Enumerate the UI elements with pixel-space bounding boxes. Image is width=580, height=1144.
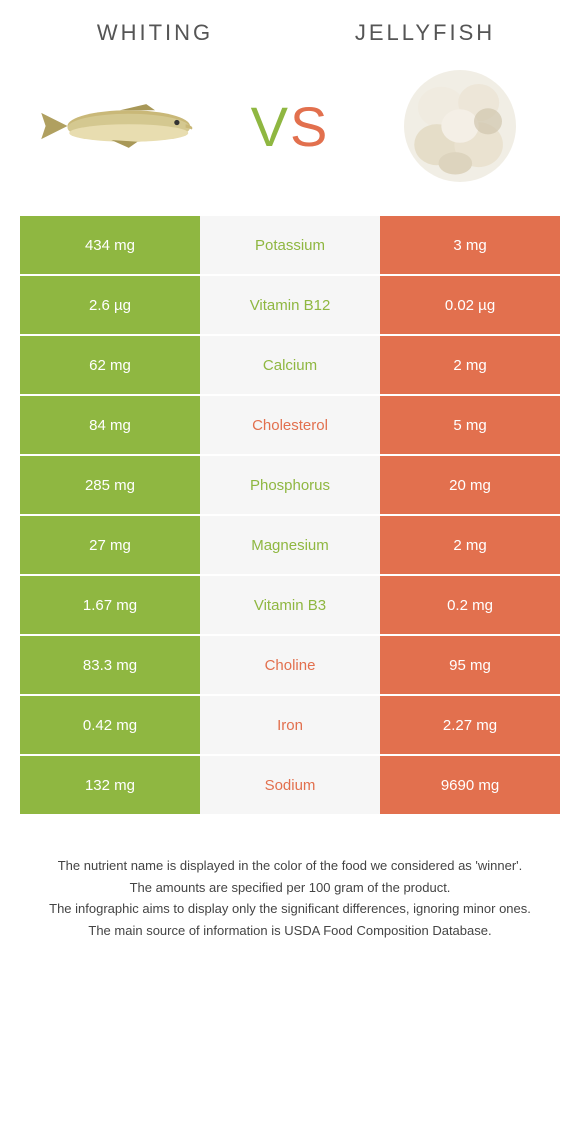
right-value-cell: 0.2 mg (380, 576, 560, 634)
footnote-line: The amounts are specified per 100 gram o… (40, 878, 540, 898)
header-titles: Whiting Jellyfish (20, 20, 560, 46)
nutrient-row: 0.42 mgIron2.27 mg (20, 696, 560, 756)
vs-s-letter: S (290, 94, 329, 159)
right-value-cell: 95 mg (380, 636, 560, 694)
jellyfish-icon (385, 56, 535, 196)
left-value-cell: 0.42 mg (20, 696, 200, 754)
footnotes: The nutrient name is displayed in the co… (20, 856, 560, 940)
left-value-cell: 2.6 µg (20, 276, 200, 334)
left-food-title: Whiting (20, 20, 290, 46)
nutrient-row: 62 mgCalcium2 mg (20, 336, 560, 396)
right-value-cell: 2 mg (380, 516, 560, 574)
nutrient-name-cell: Vitamin B3 (200, 576, 380, 634)
fish-icon (30, 91, 210, 161)
left-value-cell: 62 mg (20, 336, 200, 394)
nutrient-name-cell: Choline (200, 636, 380, 694)
right-value-cell: 9690 mg (380, 756, 560, 814)
right-value-cell: 5 mg (380, 396, 560, 454)
footnote-line: The nutrient name is displayed in the co… (40, 856, 540, 876)
nutrient-name-cell: Calcium (200, 336, 380, 394)
nutrient-name-cell: Magnesium (200, 516, 380, 574)
whiting-image (30, 66, 210, 186)
right-value-cell: 3 mg (380, 216, 560, 274)
left-value-cell: 1.67 mg (20, 576, 200, 634)
right-food-title: Jellyfish (290, 20, 560, 46)
nutrient-name-cell: Sodium (200, 756, 380, 814)
nutrient-name-cell: Potassium (200, 216, 380, 274)
nutrient-name-cell: Phosphorus (200, 456, 380, 514)
vs-label: VS (251, 94, 330, 159)
left-value-cell: 132 mg (20, 756, 200, 814)
right-value-cell: 2 mg (380, 336, 560, 394)
footnote-line: The main source of information is USDA F… (40, 921, 540, 941)
right-value-cell: 0.02 µg (380, 276, 560, 334)
nutrient-name-cell: Iron (200, 696, 380, 754)
nutrient-name-cell: Vitamin B12 (200, 276, 380, 334)
nutrient-row: 83.3 mgCholine95 mg (20, 636, 560, 696)
left-value-cell: 434 mg (20, 216, 200, 274)
left-value-cell: 27 mg (20, 516, 200, 574)
nutrient-table: 434 mgPotassium3 mg2.6 µgVitamin B120.02… (20, 216, 560, 816)
nutrient-row: 132 mgSodium9690 mg (20, 756, 560, 816)
jellyfish-image (370, 66, 550, 186)
left-value-cell: 83.3 mg (20, 636, 200, 694)
right-value-cell: 20 mg (380, 456, 560, 514)
nutrient-row: 2.6 µgVitamin B120.02 µg (20, 276, 560, 336)
right-value-cell: 2.27 mg (380, 696, 560, 754)
nutrient-row: 434 mgPotassium3 mg (20, 216, 560, 276)
nutrient-row: 1.67 mgVitamin B30.2 mg (20, 576, 560, 636)
nutrient-name-cell: Cholesterol (200, 396, 380, 454)
left-value-cell: 285 mg (20, 456, 200, 514)
vs-v-letter: V (251, 94, 290, 159)
image-row: VS (20, 66, 560, 186)
footnote-line: The infographic aims to display only the… (40, 899, 540, 919)
nutrient-row: 84 mgCholesterol5 mg (20, 396, 560, 456)
nutrient-row: 27 mgMagnesium2 mg (20, 516, 560, 576)
nutrient-row: 285 mgPhosphorus20 mg (20, 456, 560, 516)
left-value-cell: 84 mg (20, 396, 200, 454)
